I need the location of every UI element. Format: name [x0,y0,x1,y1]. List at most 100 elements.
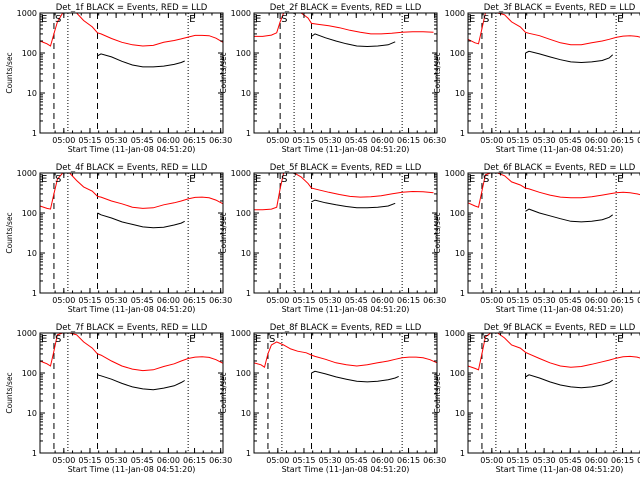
panel-title: Det_8f BLACK = Events, RED = LLD [270,323,422,333]
marker-S-label: S [483,334,489,345]
y-tick-label: 1 [460,129,465,138]
lld-series-line [39,12,224,47]
panel-4: Det_4f BLACK = Events, RED = LLD 1 10 100 10… [5,163,232,314]
panel-2: Det_2f BLACK = Events, RED = LLD 1 10 100 10… [219,3,446,154]
x-tick-label: 06:15 [611,136,634,145]
x-tick-label: 06:30 [209,456,232,465]
lld-series-line [467,172,640,208]
x-tick-label: 06:30 [209,136,232,145]
x-tick-label: 06:30 [637,136,640,145]
plot-frame [253,12,438,134]
x-tick-label: 05:00 [480,456,503,465]
x-tick-label: 05:00 [52,136,75,145]
y-tick-label: 10 [27,249,37,258]
panel-8: Det_8f BLACK = Events, RED = LLD 1 10 100 10… [219,323,446,474]
lld-series-line [467,12,640,46]
x-tick-label: 05:30 [533,456,556,465]
events-series-line [525,208,613,223]
x-tick-label: 06:00 [585,296,608,305]
events-series-line [311,199,396,209]
x-tick-label: 06:30 [637,456,640,465]
marker-E-label: E [403,334,409,345]
marker-E-label: E [403,174,409,185]
y-axis-label: Counts/sec [219,212,228,253]
y-tick-label: 1 [246,449,251,458]
lld-series-line [253,341,438,369]
x-tick-label: 06:30 [423,136,446,145]
y-tick-label: 100 [236,369,251,378]
x-tick-label: 05:00 [52,296,75,305]
y-tick-label: 10 [241,409,251,418]
x-tick-label: 05:15 [292,136,315,145]
plot-frame [467,332,640,454]
plot-frame [467,172,640,294]
x-tick-label: 05:30 [105,296,128,305]
x-tick-label: 05:00 [52,456,75,465]
lld-series-line [254,12,434,37]
y-tick-label: 1000 [445,329,465,338]
plot-frame [253,172,438,294]
marker-E-label: E [255,14,261,25]
x-tick-label: 06:00 [585,136,608,145]
x-tick-label: 05:15 [78,456,101,465]
x-tick-label: 05:45 [559,136,582,145]
x-tick-label: 05:45 [131,296,154,305]
x-tick-label: 05:30 [533,296,556,305]
x-tick-label: 05:00 [266,136,289,145]
y-tick-label: 1000 [445,169,465,178]
marker-E-label: E [41,14,47,25]
y-tick-label: 100 [450,369,465,378]
x-tick-label: 05:00 [266,456,289,465]
x-tick-label: 05:15 [506,136,529,145]
marker-S-label: S [55,174,61,185]
events-series-line [525,50,614,64]
plot-frame [467,12,640,134]
x-axis-label: Start Time (11-Jan-08 04:51:20) [68,305,196,314]
y-axis-label: Counts/sec [219,372,228,413]
x-tick-label: 05:30 [319,456,342,465]
x-tick-label: 05:30 [533,136,556,145]
y-tick-label: 1 [32,449,37,458]
panel-3: Det_3f BLACK = Events, RED = LLD 1 10 100 10… [433,3,640,154]
y-tick-label: 1000 [445,9,465,18]
x-axis-label: Start Time (11-Jan-08 04:51:20) [282,305,410,314]
lld-series-line [39,172,224,210]
panel-1: Det_1f BLACK = Events, RED = LLD 1 10 100 10… [5,3,232,154]
x-tick-label: 05:30 [319,296,342,305]
y-tick-label: 100 [450,49,465,58]
x-axis-label: Start Time (11-Jan-08 04:51:20) [496,145,624,154]
panel-title: Det_5f BLACK = Events, RED = LLD [270,163,422,173]
x-axis-label: Start Time (11-Jan-08 04:51:20) [496,305,624,314]
x-tick-label: 06:00 [371,456,394,465]
y-tick-label: 100 [450,209,465,218]
y-tick-label: 1 [32,129,37,138]
y-axis-label: Counts/sec [5,212,14,253]
y-tick-label: 1000 [231,9,251,18]
panel-title: Det_6f BLACK = Events, RED = LLD [484,163,636,173]
y-tick-label: 1 [460,289,465,298]
y-tick-label: 1000 [231,169,251,178]
panel-7: Det_7f BLACK = Events, RED = LLD 1 10 100 10… [5,323,232,474]
y-tick-label: 1 [246,289,251,298]
plot-frame [39,12,224,134]
x-tick-label: 06:15 [397,456,420,465]
marker-E-label: E [469,174,475,185]
x-tick-label: 05:30 [319,136,342,145]
marker-E-label: E [617,334,623,345]
x-tick-label: 06:15 [611,456,634,465]
y-tick-label: 10 [455,249,465,258]
events-series-line [97,53,185,68]
panel-6: Det_6f BLACK = Events, RED = LLD 1 10 100 10… [433,163,640,314]
panel-title: Det_9f BLACK = Events, RED = LLD [484,323,636,333]
x-tick-label: 06:30 [423,456,446,465]
x-tick-label: 06:15 [183,136,206,145]
x-tick-label: 06:30 [209,296,232,305]
panel-5: Det_5f BLACK = Events, RED = LLD 1 10 100 10… [219,163,446,314]
lld-series-line [254,172,434,211]
x-axis-label: Start Time (11-Jan-08 04:51:20) [68,465,196,474]
x-axis-label: Start Time (11-Jan-08 04:51:20) [282,465,410,474]
x-tick-label: 06:00 [157,456,180,465]
x-tick-label: 06:30 [423,296,446,305]
panel-title: Det_7f BLACK = Events, RED = LLD [56,323,208,333]
y-axis-label: Counts/sec [5,52,14,93]
